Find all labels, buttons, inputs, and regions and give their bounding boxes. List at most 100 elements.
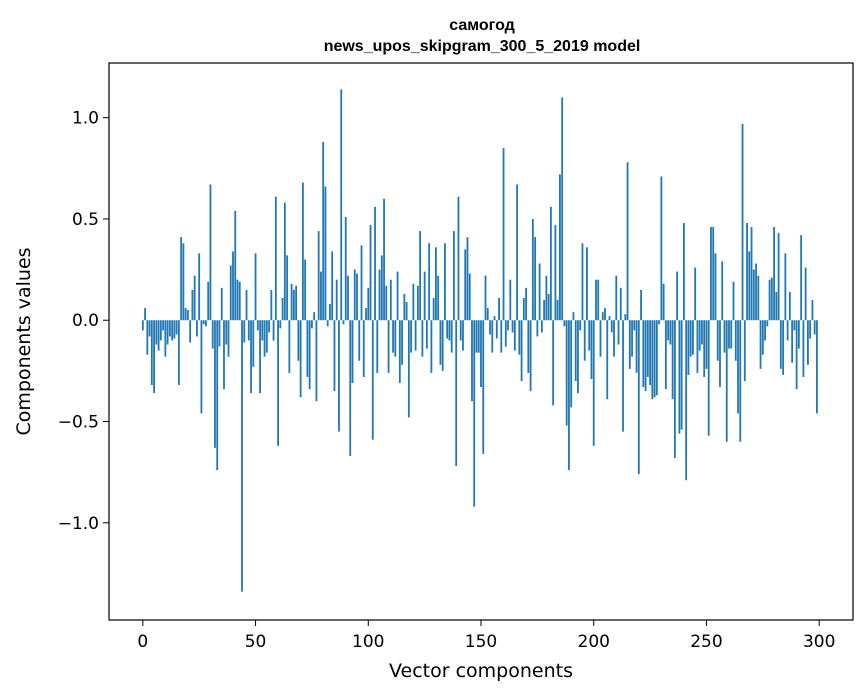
bar-149 <box>477 320 480 353</box>
bar-42 <box>236 279 239 321</box>
plot-frame <box>108 62 854 621</box>
bar-104 <box>376 320 379 373</box>
bar-166 <box>516 184 518 321</box>
bar-120 <box>412 283 415 321</box>
bar-267 <box>743 320 746 381</box>
bar-107 <box>383 198 385 321</box>
bar-229 <box>658 320 661 325</box>
bar-14 <box>173 320 176 339</box>
bar-172 <box>529 320 532 392</box>
bar-47 <box>247 320 250 341</box>
bar-268 <box>746 223 748 321</box>
bar-100 <box>367 287 370 321</box>
bar-152 <box>484 275 487 321</box>
bar-8 <box>159 320 162 341</box>
bar-255 <box>716 320 719 361</box>
bar-289 <box>793 320 796 331</box>
bar-184 <box>556 299 559 321</box>
bar-134 <box>444 243 446 321</box>
bar-238 <box>678 320 681 434</box>
bar-65 <box>288 320 291 373</box>
bar-92 <box>349 320 352 456</box>
bar-127 <box>428 243 431 321</box>
bar-62 <box>281 297 284 321</box>
bar-259 <box>725 320 728 442</box>
bar-3 <box>148 320 151 337</box>
bar-165 <box>513 320 516 351</box>
bar-292 <box>800 235 803 321</box>
bar-46 <box>245 289 248 321</box>
bar-168 <box>520 320 523 381</box>
bar-88 <box>340 89 343 321</box>
bar-114 <box>398 320 401 384</box>
bar-154 <box>489 320 491 335</box>
bar-7 <box>157 320 160 351</box>
bar-196 <box>583 320 586 361</box>
bar-91 <box>347 275 349 321</box>
bar-159 <box>500 320 503 353</box>
bar-295 <box>807 320 809 365</box>
bar-86 <box>335 279 338 321</box>
bar-41 <box>234 210 237 321</box>
bar-119 <box>410 320 413 353</box>
bar-217 <box>631 320 633 357</box>
bar-145 <box>468 273 471 321</box>
bar-66 <box>290 283 293 321</box>
bar-251 <box>707 320 710 436</box>
bar-51 <box>256 320 259 331</box>
bar-76 <box>313 312 316 321</box>
bar-74 <box>308 320 311 390</box>
bar-49 <box>252 320 255 367</box>
bar-208 <box>610 320 613 333</box>
bar-236 <box>673 320 676 458</box>
bar-68 <box>295 285 298 321</box>
bar-58 <box>272 320 275 341</box>
bar-81 <box>324 186 327 321</box>
bar-80 <box>322 141 325 321</box>
bar-109 <box>387 320 390 373</box>
bar-228 <box>655 320 658 396</box>
bar-187 <box>563 320 566 327</box>
bar-111 <box>392 320 394 353</box>
x-tick-label: 200 <box>578 632 610 652</box>
bar-25 <box>198 253 201 321</box>
bar-151 <box>482 320 485 454</box>
bar-248 <box>701 320 703 345</box>
bar-226 <box>651 320 654 400</box>
bar-175 <box>536 320 539 337</box>
bar-191 <box>572 312 575 321</box>
bar-247 <box>698 320 701 351</box>
bar-271 <box>752 269 755 321</box>
bar-148 <box>475 320 478 353</box>
bar-23 <box>193 275 196 321</box>
bar-232 <box>664 320 667 390</box>
bar-244 <box>692 320 694 355</box>
bar-284 <box>782 320 785 375</box>
bar-108 <box>385 285 388 321</box>
bar-263 <box>734 320 737 361</box>
bar-83 <box>329 304 331 321</box>
bar-290 <box>795 320 798 390</box>
bar-99 <box>365 308 367 321</box>
bar-291 <box>797 320 800 349</box>
bar-245 <box>694 267 697 321</box>
bar-296 <box>809 320 812 339</box>
bar-242 <box>687 320 690 375</box>
bar-215 <box>626 162 629 321</box>
y-tick-label: 1.0 <box>72 109 99 129</box>
bar-157 <box>495 320 498 339</box>
bar-113 <box>396 271 399 321</box>
bar-139 <box>455 320 458 467</box>
bar-59 <box>274 196 277 321</box>
bar-115 <box>401 320 403 365</box>
bar-171 <box>527 320 530 373</box>
bar-63 <box>283 202 286 321</box>
bar-147 <box>473 320 476 507</box>
bar-209 <box>613 320 615 357</box>
bar-96 <box>358 320 361 361</box>
bar-156 <box>493 316 496 321</box>
bar-50 <box>254 253 257 321</box>
bar-240 <box>683 223 685 321</box>
bar-132 <box>439 320 442 365</box>
